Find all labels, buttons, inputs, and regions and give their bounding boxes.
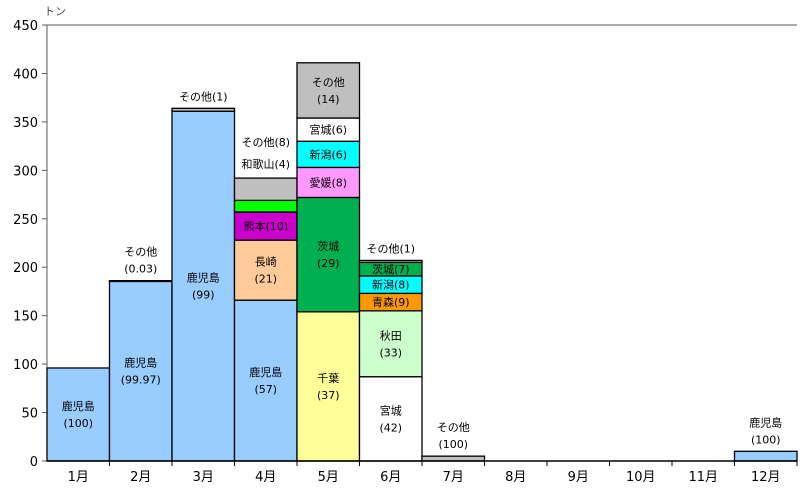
bar-segment-鹿児島 [171, 110, 236, 462]
y-tick-label: 50 [21, 407, 38, 422]
bar-segment-千葉 [296, 311, 361, 462]
data-label: (99) [192, 289, 215, 302]
data-label: 鹿児島 [124, 355, 157, 369]
data-label: その他 [124, 246, 157, 259]
x-tick-label: 9月 [568, 470, 589, 485]
data-label: 茨城(7) [372, 262, 410, 276]
data-label: 新潟(8) [372, 278, 410, 292]
data-label: 青森(9) [372, 295, 410, 309]
x-tick-label: 2月 [130, 470, 151, 485]
y-tick-label: 300 [13, 164, 38, 179]
y-tick-label: 100 [13, 358, 38, 373]
data-label: その他(8) [241, 136, 290, 149]
data-label: 鹿児島 [249, 365, 282, 379]
data-label: 宮城(6) [309, 123, 347, 137]
data-label: 鹿児島 [62, 399, 95, 413]
bar-segment-鹿児島 [733, 450, 798, 462]
data-label: (21) [254, 273, 277, 286]
bar-segment-鹿児島 [46, 367, 111, 462]
y-tick-label: 450 [13, 19, 38, 34]
data-label: その他(1) [179, 90, 228, 103]
y-tick-label: 250 [13, 213, 38, 228]
data-label: (14) [317, 93, 340, 106]
bar-segment-秋田 [358, 310, 423, 378]
x-tick-label: 1月 [68, 470, 89, 485]
y-tick-label: 150 [13, 310, 38, 325]
bar-segment-鹿児島 [108, 280, 173, 462]
x-tick-label: 8月 [505, 470, 526, 485]
x-tick-label: 4月 [255, 470, 276, 485]
bar-segment-その他 [296, 62, 361, 119]
y-axis-unit-label: トン [44, 5, 66, 18]
data-label: (33) [379, 346, 402, 359]
data-label: その他(1) [366, 242, 415, 255]
x-tick-label: 10月 [626, 470, 656, 485]
y-tick-label: 200 [13, 261, 38, 276]
bar-segment-和歌山 [233, 199, 298, 213]
bar-segment-その他 [233, 177, 298, 202]
bar-segment-その他 [358, 259, 423, 264]
y-tick-label: 400 [13, 67, 38, 82]
data-label: 鹿児島 [749, 415, 782, 429]
bar-segment-宮城 [358, 376, 423, 462]
data-label: (29) [317, 257, 340, 270]
x-tick-label: 3月 [193, 470, 214, 485]
x-tick-label: 11月 [688, 470, 718, 485]
data-label: 宮城 [380, 403, 402, 417]
y-tick-label: 0 [30, 455, 38, 470]
data-label: (42) [379, 421, 402, 434]
bar-segment-その他 [171, 107, 236, 112]
data-label: (0.03) [124, 263, 157, 276]
bar-segment-鹿児島 [233, 299, 298, 462]
data-label: 茨城 [317, 239, 339, 253]
data-label: (100) [63, 417, 93, 430]
data-label: (57) [254, 383, 277, 396]
x-tick-label: 12月 [751, 470, 781, 485]
data-label: (100) [438, 438, 468, 451]
data-label: 千葉 [317, 371, 339, 385]
y-tick-label: 350 [13, 116, 38, 131]
data-label: 熊本(10) [243, 219, 288, 233]
data-label: その他 [312, 76, 345, 89]
x-tick-label: 7月 [443, 470, 464, 485]
x-tick-label: 5月 [318, 470, 339, 485]
data-label: (99.97) [121, 373, 161, 386]
bar-segment-長崎 [233, 239, 298, 301]
x-tick-label: 6月 [380, 470, 401, 485]
data-label: その他 [437, 421, 470, 434]
data-label: 秋田 [380, 328, 402, 342]
bar-segment-熊本 [233, 211, 298, 241]
data-label: 愛媛(8) [309, 175, 347, 189]
data-label: 鹿児島 [187, 271, 220, 285]
data-label: 和歌山(4) [241, 157, 290, 171]
data-label: 長崎 [255, 255, 277, 269]
data-label: 新潟(6) [309, 147, 347, 161]
bar-segment-茨城 [296, 196, 361, 313]
data-label: (100) [751, 433, 781, 446]
bar-segment-その他 [108, 280, 173, 283]
data-label: (37) [317, 389, 340, 402]
